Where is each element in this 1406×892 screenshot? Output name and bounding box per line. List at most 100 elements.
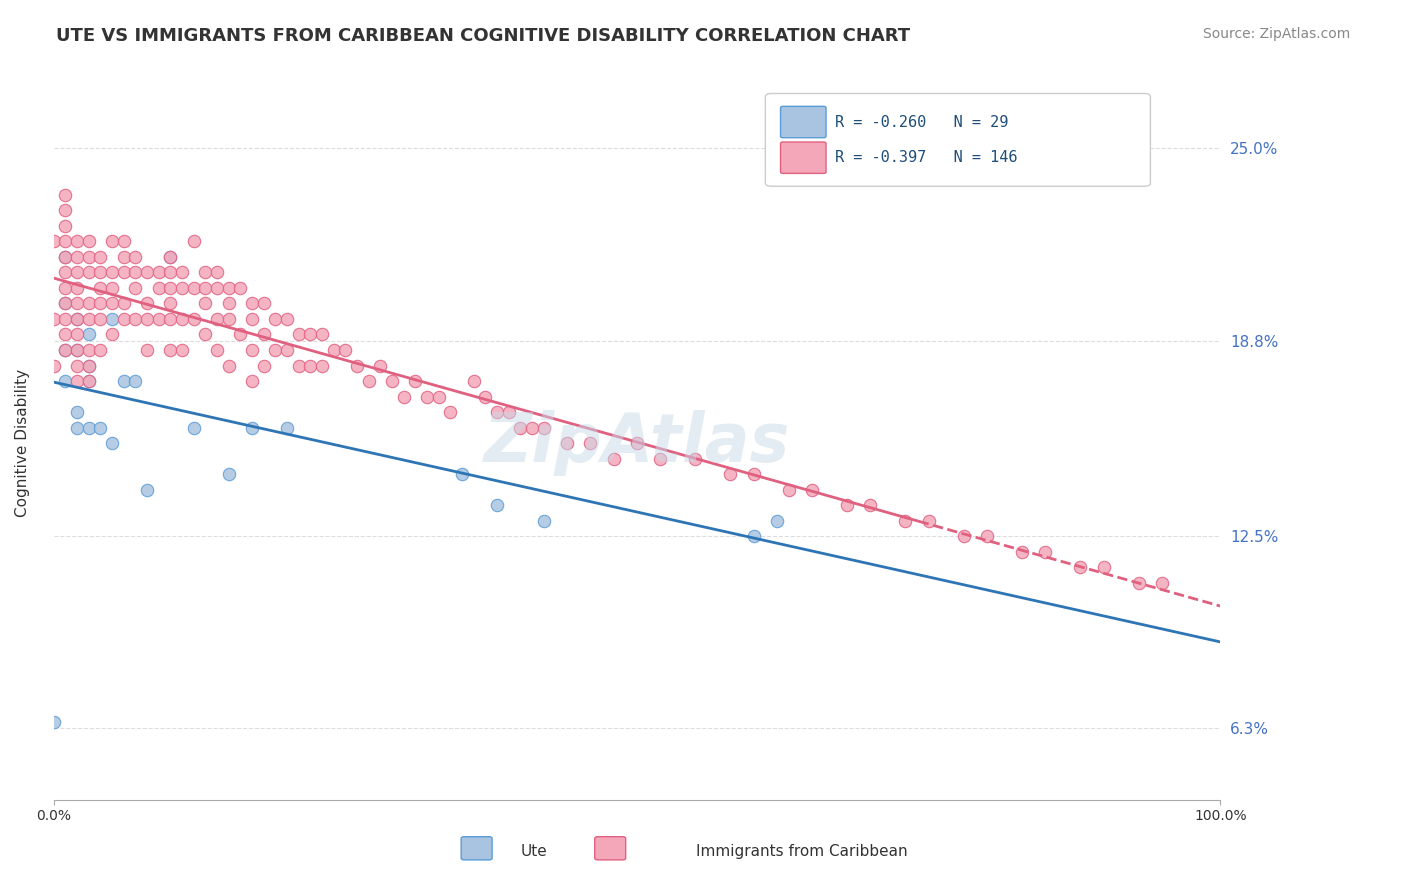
Point [183, 312, 205, 326]
Text: Immigrants from Caribbean: Immigrants from Caribbean [696, 845, 907, 859]
Point [77, 420, 100, 434]
Point [474, 390, 496, 404]
Text: Ute: Ute [520, 845, 548, 859]
Point [218, 296, 240, 310]
Point [66, 327, 89, 342]
Point [101, 312, 124, 326]
Point [205, 312, 228, 326]
Point [240, 343, 263, 357]
Point [112, 296, 135, 310]
Point [53, 265, 76, 279]
Point [66, 312, 89, 326]
Point [89, 281, 111, 295]
Point [53, 188, 76, 202]
Point [159, 250, 181, 264]
FancyBboxPatch shape [765, 94, 1150, 186]
Text: UTE VS IMMIGRANTS FROM CARIBBEAN COGNITIVE DISABILITY CORRELATION CHART: UTE VS IMMIGRANTS FROM CARIBBEAN COGNITI… [56, 27, 910, 45]
Point [718, 467, 741, 481]
Point [1092, 560, 1115, 574]
Point [101, 327, 124, 342]
Point [66, 296, 89, 310]
Point [311, 327, 333, 342]
Point [205, 265, 228, 279]
Point [533, 514, 555, 528]
Point [742, 467, 765, 481]
Point [299, 327, 322, 342]
Point [253, 327, 276, 342]
Point [77, 343, 100, 357]
Point [66, 265, 89, 279]
Point [742, 529, 765, 543]
Point [124, 374, 146, 388]
Point [89, 420, 111, 434]
Text: R = -0.397   N = 146: R = -0.397 N = 146 [835, 150, 1018, 165]
Point [66, 420, 89, 434]
Point [427, 390, 450, 404]
Point [77, 296, 100, 310]
Point [77, 374, 100, 388]
Point [124, 312, 146, 326]
Point [66, 374, 89, 388]
Point [89, 312, 111, 326]
Point [650, 451, 672, 466]
Point [287, 359, 309, 373]
Point [124, 281, 146, 295]
Point [229, 327, 252, 342]
Point [66, 281, 89, 295]
Point [112, 250, 135, 264]
Point [66, 405, 89, 419]
Point [53, 296, 76, 310]
Point [240, 420, 263, 434]
Point [159, 312, 181, 326]
Point [1128, 575, 1150, 590]
Point [53, 281, 76, 295]
Point [194, 296, 217, 310]
Point [53, 235, 76, 249]
Point [53, 312, 76, 326]
Point [976, 529, 998, 543]
Point [322, 343, 344, 357]
Point [218, 312, 240, 326]
Point [53, 250, 76, 264]
Point [77, 265, 100, 279]
FancyBboxPatch shape [780, 142, 827, 173]
Point [53, 219, 76, 233]
Point [136, 312, 159, 326]
Point [159, 343, 181, 357]
Point [835, 498, 858, 512]
Point [101, 296, 124, 310]
Point [89, 265, 111, 279]
Point [77, 312, 100, 326]
Point [53, 343, 76, 357]
Point [170, 265, 193, 279]
Point [170, 312, 193, 326]
Point [159, 296, 181, 310]
Point [451, 467, 474, 481]
Point [53, 203, 76, 218]
Point [205, 281, 228, 295]
Point [77, 359, 100, 373]
Point [112, 235, 135, 249]
Point [416, 390, 439, 404]
Point [264, 343, 287, 357]
Point [112, 374, 135, 388]
Point [183, 420, 205, 434]
Point [148, 312, 170, 326]
Point [685, 451, 707, 466]
Point [918, 514, 941, 528]
Point [894, 514, 917, 528]
Point [89, 296, 111, 310]
Point [381, 374, 404, 388]
Point [439, 405, 461, 419]
Point [626, 436, 648, 450]
Point [77, 250, 100, 264]
Point [952, 529, 974, 543]
Point [77, 374, 100, 388]
Point [579, 436, 602, 450]
Point [66, 359, 89, 373]
Text: Source: ZipAtlas.com: Source: ZipAtlas.com [1202, 27, 1350, 41]
Point [498, 405, 520, 419]
Point [392, 390, 415, 404]
Point [299, 359, 322, 373]
Point [346, 359, 368, 373]
